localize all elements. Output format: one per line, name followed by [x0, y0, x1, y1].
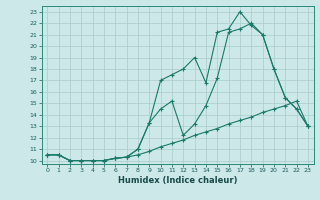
X-axis label: Humidex (Indice chaleur): Humidex (Indice chaleur) — [118, 176, 237, 185]
